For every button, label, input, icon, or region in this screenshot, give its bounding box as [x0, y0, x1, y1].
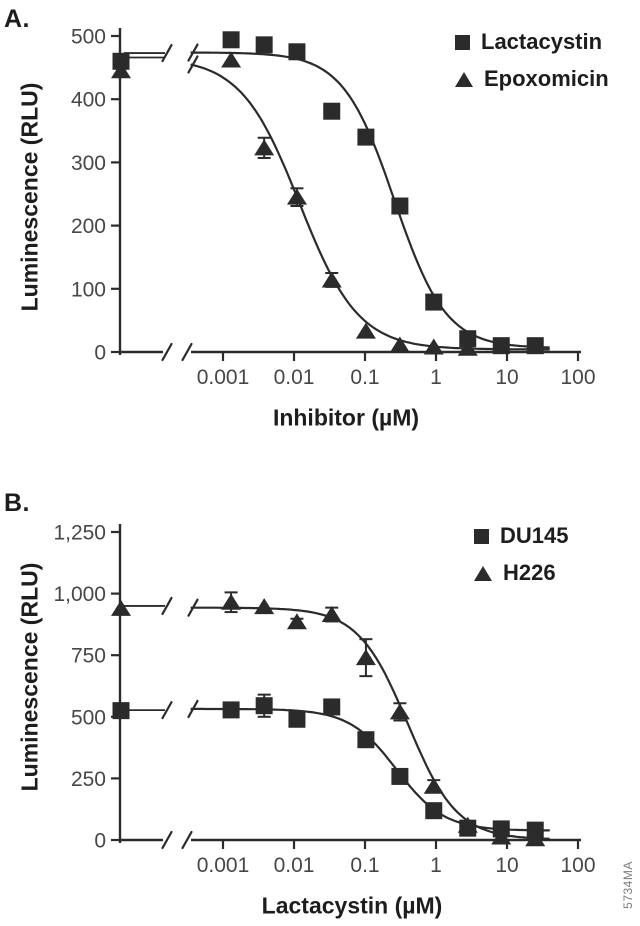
svg-text:0: 0	[94, 342, 106, 365]
svg-text:1: 1	[430, 854, 442, 877]
svg-text:0.01: 0.01	[274, 854, 315, 877]
svg-text:100: 100	[71, 278, 106, 301]
svg-text:1,000: 1,000	[53, 583, 106, 606]
panel-a-label: A.	[4, 5, 30, 33]
legend-label: Lactacystin	[481, 29, 603, 54]
panel-b-x-axis-title: Lactacystin (µM)	[261, 892, 443, 919]
legend-label: H226	[503, 560, 556, 585]
legend-item-du145: DU145	[474, 523, 568, 549]
square-marker-icon	[474, 528, 489, 544]
svg-text:100: 100	[560, 854, 595, 877]
square-marker-icon	[455, 34, 470, 50]
legend-label: Epoxomicin	[484, 66, 609, 91]
svg-text:250: 250	[71, 768, 106, 791]
svg-text:1,250: 1,250	[53, 522, 106, 545]
triangle-marker-icon	[455, 71, 473, 87]
triangle-marker-icon	[474, 565, 492, 581]
panel-a-legend: Lactacystin Epoxomicin	[455, 29, 609, 92]
svg-text:0.1: 0.1	[350, 854, 379, 877]
panel-b-legend: DU145 H226	[474, 523, 568, 586]
svg-text:0.01: 0.01	[274, 366, 315, 389]
svg-text:200: 200	[71, 215, 106, 238]
legend-item-lactacystin: Lactacystin	[455, 29, 609, 55]
panel-b-y-axis-title: Luminescence (RLU)	[16, 562, 43, 792]
svg-text:500: 500	[71, 706, 106, 729]
svg-text:10: 10	[495, 366, 518, 389]
panel-a-x-axis-title: Inhibitor (µM)	[272, 404, 420, 431]
svg-text:400: 400	[71, 89, 106, 112]
legend-item-h226: H226	[474, 560, 568, 586]
svg-text:0.1: 0.1	[350, 366, 379, 389]
svg-text:100: 100	[560, 366, 595, 389]
svg-text:300: 300	[71, 152, 106, 175]
svg-text:1: 1	[430, 366, 442, 389]
figure-code-watermark: 5734MA	[621, 861, 635, 909]
svg-text:750: 750	[71, 645, 106, 668]
svg-text:0.001: 0.001	[197, 366, 250, 389]
svg-text:0.001: 0.001	[197, 854, 250, 877]
panel-b-label: B.	[4, 489, 30, 517]
panel-a-y-axis-title: Luminescence (RLU)	[16, 82, 43, 312]
svg-text:10: 10	[495, 854, 518, 877]
legend-label: DU145	[500, 523, 569, 548]
svg-text:0: 0	[94, 830, 106, 853]
svg-text:500: 500	[71, 26, 106, 49]
legend-item-epoxomicin: Epoxomicin	[455, 66, 609, 92]
